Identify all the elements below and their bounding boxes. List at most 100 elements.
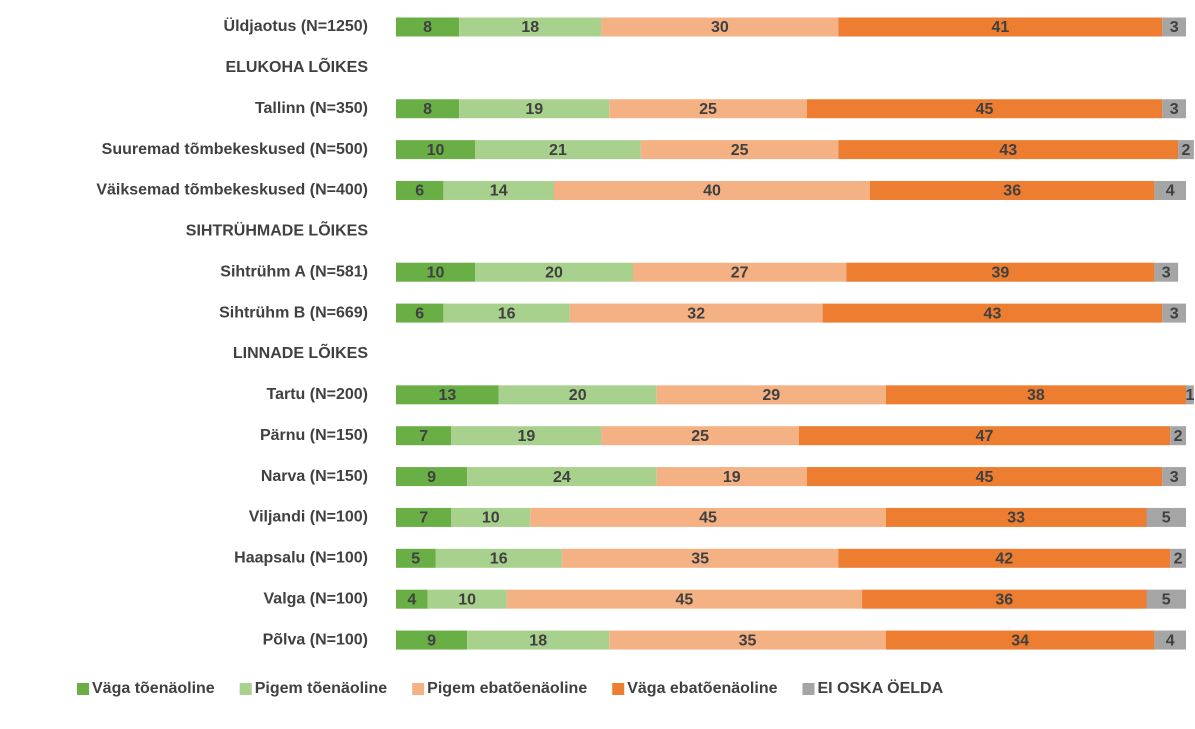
category-label: Viljandi (N=100) [249, 509, 368, 526]
bar-segment [498, 385, 657, 405]
value-label: 20 [545, 264, 563, 281]
value-label: 4 [407, 591, 416, 608]
value-label: 47 [976, 428, 994, 445]
value-label: 3 [1170, 101, 1179, 118]
legend-swatch [612, 683, 625, 695]
category-label: Tallinn (N=350) [255, 100, 368, 117]
bar-segment [459, 99, 610, 119]
category-label: Pärnu (N=150) [260, 427, 368, 444]
bar-segment [838, 548, 1171, 568]
bar-segment [885, 630, 1155, 650]
value-label: 3 [1170, 19, 1179, 36]
bar-segment [396, 385, 499, 405]
value-label: 35 [691, 551, 709, 568]
bar-segment [451, 426, 602, 446]
bar-segment [396, 17, 460, 37]
value-label: 40 [703, 183, 721, 200]
value-label: 45 [699, 510, 717, 527]
bar-segment [656, 467, 807, 487]
bar-segment [806, 99, 1163, 119]
value-label: 6 [415, 183, 424, 200]
category-label: Üldjaotus (N=1250) [224, 16, 368, 35]
bar-segment [396, 630, 468, 650]
bar-segment [1154, 262, 1179, 282]
value-label: 3 [1170, 469, 1179, 486]
legend-swatch [412, 683, 425, 695]
bar-segment [870, 180, 1155, 200]
legend-label: Pigem tõenäoline [255, 680, 388, 697]
legend-label: Väga tõenäoline [92, 680, 215, 697]
value-label: 16 [490, 551, 508, 568]
value-label: 10 [427, 264, 445, 281]
value-label: 45 [976, 469, 994, 486]
bar-segment [822, 303, 1163, 323]
value-label: 30 [711, 19, 729, 36]
value-label: 39 [991, 264, 1009, 281]
bar-segment [467, 467, 657, 487]
bar-segment [1146, 507, 1186, 527]
value-label: 6 [415, 305, 424, 322]
value-label: 10 [427, 142, 445, 159]
legend-swatch [77, 683, 89, 695]
value-label: 19 [525, 101, 543, 118]
bar-segment [467, 630, 610, 650]
value-label: 25 [691, 428, 709, 445]
value-label: 42 [995, 551, 1013, 568]
bar-segment [427, 589, 507, 609]
legend-swatch [239, 683, 252, 695]
value-label: 16 [498, 305, 516, 322]
value-label: 8 [423, 101, 432, 118]
value-label: 5 [1162, 591, 1171, 608]
bar-segment [443, 303, 570, 323]
bar-segment [506, 589, 863, 609]
category-label: Valga (N=100) [264, 590, 369, 607]
bar-segment [640, 140, 839, 160]
value-label: 10 [482, 510, 500, 527]
value-label: 29 [762, 387, 780, 404]
value-label: 25 [699, 101, 717, 118]
legend-label: Pigem ebatõenäoline [427, 680, 587, 697]
value-label: 43 [999, 142, 1017, 159]
bar-segment [885, 385, 1186, 405]
bar-segment [1170, 548, 1186, 568]
bar-segment [601, 17, 839, 37]
value-label: 25 [731, 142, 749, 159]
value-label: 9 [427, 632, 436, 649]
category-label: Suuremad tõmbekeskused (N=500) [102, 141, 368, 158]
bar-segment [435, 548, 562, 568]
bar-segment [569, 303, 823, 323]
bar-segment [1186, 385, 1194, 405]
value-label: 41 [991, 19, 1009, 36]
bar-segment [443, 180, 554, 200]
bar-segment [1154, 630, 1186, 650]
legend-swatch [802, 683, 815, 695]
bar-segment [396, 140, 475, 160]
bar-segment [1162, 99, 1186, 119]
bar-segment [838, 17, 1163, 37]
bar-segment [459, 17, 602, 37]
category-label: Sihtrühm A (N=581) [220, 263, 368, 280]
bar-segment [609, 630, 886, 650]
bar-segment [1146, 589, 1186, 609]
value-label: 18 [521, 19, 539, 36]
bar-segment [862, 589, 1147, 609]
bar-segment [475, 262, 633, 282]
category-label: ELUKOHA LÕIKES [225, 56, 368, 76]
bar-segment [561, 548, 839, 568]
value-label: 27 [731, 264, 749, 281]
bar-segment [396, 426, 452, 446]
bar-segment [554, 180, 870, 200]
category-label: Haapsalu (N=100) [234, 550, 368, 567]
bar-segment [846, 262, 1155, 282]
bar-segment [806, 467, 1163, 487]
value-label: 7 [419, 428, 428, 445]
value-label: 5 [411, 551, 420, 568]
value-label: 21 [549, 142, 567, 159]
category-label: LINNADE LÕIKES [233, 342, 368, 362]
value-label: 33 [1007, 510, 1025, 527]
bar-segment [396, 303, 444, 323]
bar-segment [1162, 17, 1186, 37]
value-label: 14 [490, 183, 508, 200]
value-label: 4 [1166, 632, 1175, 649]
